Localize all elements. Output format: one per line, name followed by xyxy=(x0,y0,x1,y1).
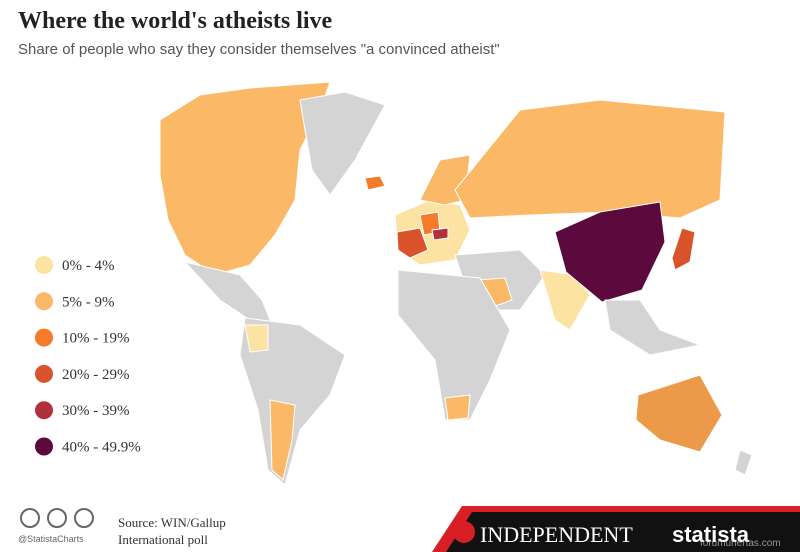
legend-label: 10% - 19% xyxy=(62,331,130,347)
title: Where the world's atheists live xyxy=(18,8,333,34)
france xyxy=(396,227,429,259)
legend-label: 30% - 39% xyxy=(62,403,130,419)
legend-swatch xyxy=(35,292,53,311)
source-line: International poll xyxy=(118,532,208,547)
brand: INDEPENDENT xyxy=(480,522,633,547)
legend-label: 20% - 29% xyxy=(62,367,130,383)
colombia xyxy=(244,324,269,353)
by-icon xyxy=(47,508,67,528)
argentina xyxy=(269,399,296,481)
legend-swatch xyxy=(35,364,53,383)
cc-icon xyxy=(20,508,40,528)
logo: statista xyxy=(672,522,750,547)
subtitle: Share of people who say they consider th… xyxy=(18,41,500,58)
greenland xyxy=(299,91,386,196)
legend-swatch xyxy=(35,401,53,420)
australia xyxy=(635,374,723,453)
legend-swatch xyxy=(35,328,53,347)
legend-label: 40% - 49.9% xyxy=(62,440,141,456)
brand-icon xyxy=(453,521,475,543)
north-america xyxy=(159,81,331,276)
nd-icon xyxy=(74,508,94,528)
southeast-asia xyxy=(604,299,702,356)
black-band xyxy=(446,512,800,552)
new-zealand xyxy=(734,449,753,476)
watermark: forumuhertas.com xyxy=(700,538,781,549)
czechia xyxy=(431,227,449,241)
china xyxy=(554,201,666,303)
source-line: Source: WIN/Gallup xyxy=(118,515,226,530)
world-map xyxy=(159,81,753,486)
legend-label: 5% - 9% xyxy=(62,294,115,310)
footer: @StatistaCharts Source: WIN/Gallup Inter… xyxy=(18,506,800,552)
south-africa xyxy=(444,394,471,421)
legend: 0% - 4% 5% - 9% 10% - 19% 20% - 29% 30% - 39… xyxy=(35,256,141,456)
japan xyxy=(671,227,696,271)
legend-swatch xyxy=(35,437,53,456)
legend-swatch xyxy=(35,256,53,274)
handle: @StatistaCharts xyxy=(18,534,84,544)
russia xyxy=(454,99,726,219)
africa xyxy=(397,269,511,421)
south-america xyxy=(239,317,346,486)
legend-label: 0% - 4% xyxy=(62,258,115,274)
iceland xyxy=(364,175,386,191)
